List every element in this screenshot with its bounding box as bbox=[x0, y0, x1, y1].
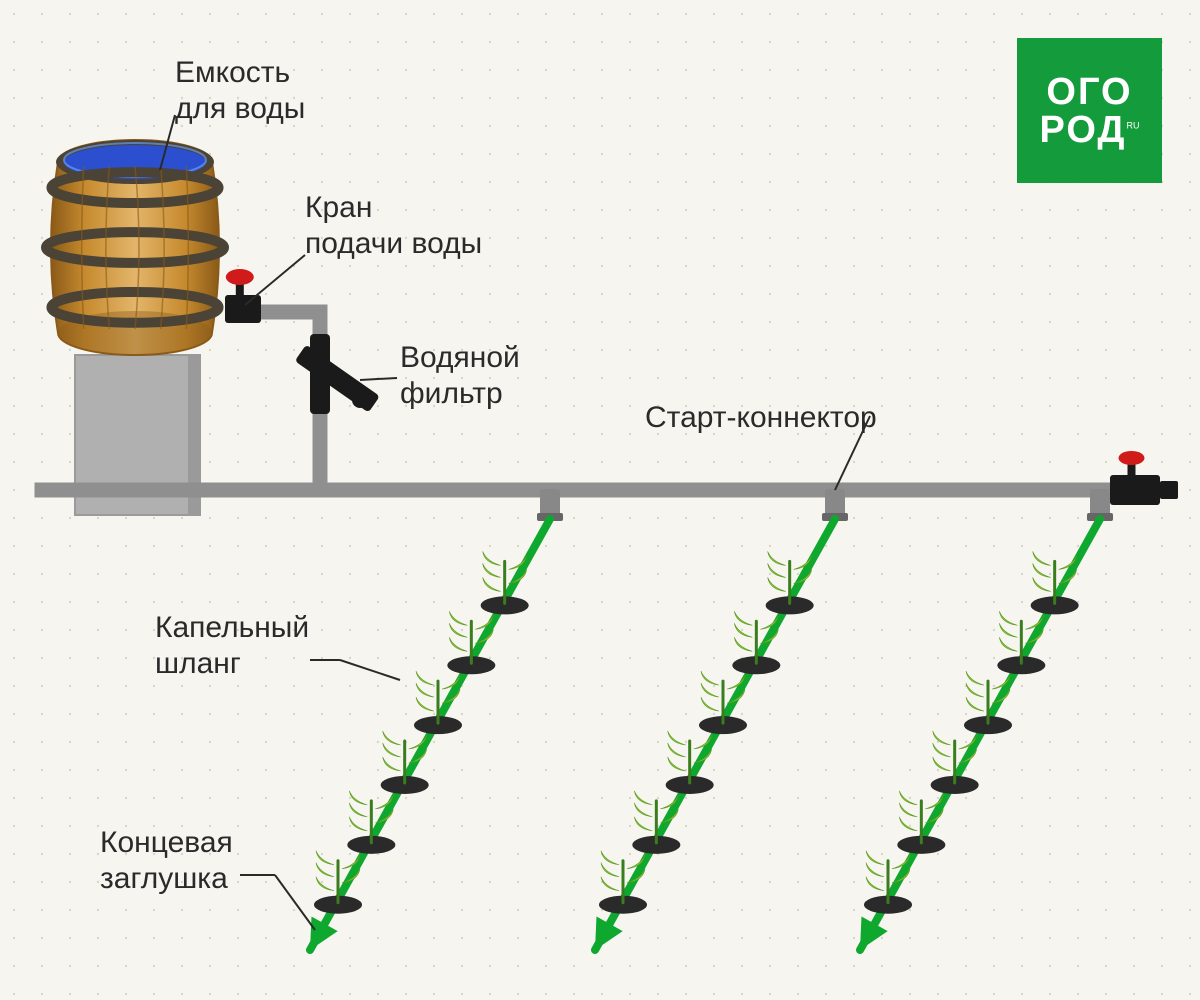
label-end-plug: Концевая заглушка bbox=[100, 825, 233, 897]
label-tank: Емкость для воды bbox=[175, 55, 305, 127]
label-drip-hose: Капельный шланг bbox=[155, 610, 309, 682]
label-valve: Кран подачи воды bbox=[305, 190, 482, 262]
label-filter: Водяной фильтр bbox=[400, 340, 520, 412]
logo-line1: ОГО bbox=[1046, 71, 1132, 113]
label-connector: Старт-коннектор bbox=[645, 400, 877, 436]
logo-ru: RU bbox=[1126, 120, 1139, 130]
logo-line2: РОД bbox=[1040, 109, 1127, 151]
logo-badge: ОГО РОДRU bbox=[1017, 38, 1162, 183]
